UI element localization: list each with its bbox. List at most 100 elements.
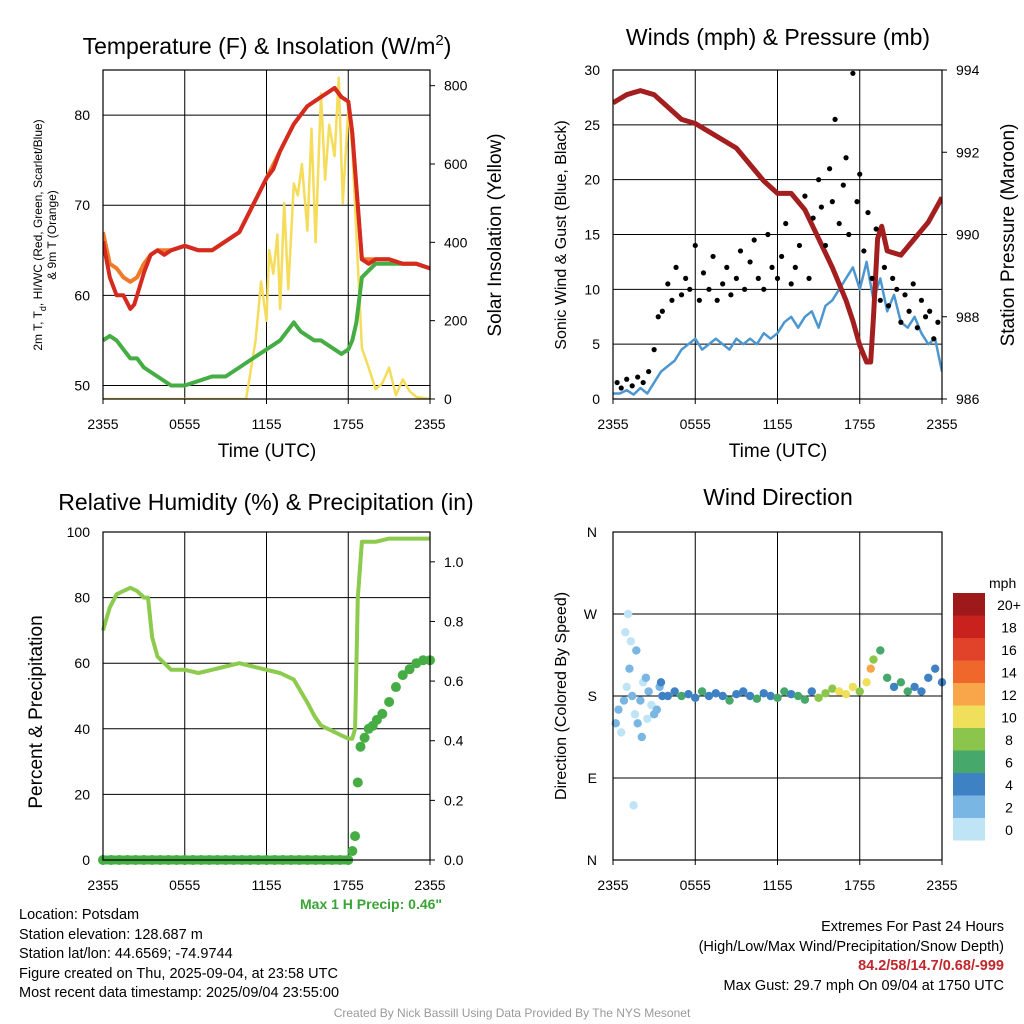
gust-point <box>692 242 698 249</box>
y-tick-label: 25 <box>584 117 600 133</box>
direction-point <box>739 687 748 696</box>
gust-point <box>881 264 888 270</box>
legend-label: 10 <box>1001 710 1017 726</box>
direction-point <box>889 682 899 692</box>
gust-point <box>914 325 920 331</box>
gust-point <box>733 275 739 281</box>
station-info: Location: Potsdam Station elevation: 128… <box>19 906 339 1004</box>
precip-point <box>384 696 395 707</box>
y2-tick-label: 990 <box>956 227 980 243</box>
x-tick-label: 0555 <box>680 877 711 893</box>
plot-frame <box>102 69 431 400</box>
precip-point <box>347 846 358 857</box>
direction-point <box>725 696 734 705</box>
direction-point <box>848 682 858 692</box>
gust-point <box>755 275 761 281</box>
y2-tick-label: 0 <box>444 391 452 407</box>
direction-point <box>670 687 679 696</box>
direction-point <box>910 682 919 692</box>
y-tick-label: 0 <box>82 852 90 868</box>
gust-point <box>865 209 871 216</box>
chart-title: Temperature (F) & Insolation (W/m2) <box>83 32 452 59</box>
legend-swatch <box>953 795 985 818</box>
direction-point <box>611 719 620 728</box>
direction-point <box>759 689 768 698</box>
legend-swatch <box>953 773 985 796</box>
legend-label: 20+ <box>997 597 1021 613</box>
direction-point <box>644 687 653 696</box>
direction-point <box>834 687 844 696</box>
gust-point <box>927 308 933 314</box>
gust-point <box>873 226 879 232</box>
extremes-title: Extremes For Past 24 Hours <box>821 919 1004 935</box>
direction-point <box>732 689 741 699</box>
precip-point <box>404 664 415 675</box>
gust-point <box>673 264 679 270</box>
gust-point <box>869 275 875 281</box>
y2-tick-label: 986 <box>956 391 980 407</box>
gust-point <box>931 336 937 342</box>
max-gust-text: Max Gust: 29.7 mph On 09/04 at 1750 UTC <box>723 977 1004 994</box>
y2-axis-label: Solar Insolation (Yellow) <box>485 133 506 336</box>
x-tick-label: 0555 <box>169 416 200 432</box>
direction-point <box>924 673 933 682</box>
gust-point <box>774 275 781 281</box>
y2-tick-label: 0.2 <box>444 792 464 808</box>
y-tick-label: 0 <box>592 391 600 407</box>
gust-point <box>696 297 702 303</box>
precip-point <box>350 831 361 842</box>
x-tick-label: 2355 <box>87 877 118 893</box>
x-tick-label: 2355 <box>926 877 957 893</box>
legend-label: 4 <box>1005 777 1013 793</box>
gust-point <box>640 379 646 386</box>
direction-point <box>626 637 636 646</box>
y-axis-label: 2m T, Td, HI/WC (Red, Green, Scarlet/Blu… <box>31 119 59 350</box>
gust-point <box>728 292 734 298</box>
gust-point <box>802 193 808 199</box>
y2-tick-label: 1.0 <box>444 554 464 570</box>
direction-point <box>828 684 837 693</box>
legend-label: 8 <box>1005 732 1013 748</box>
y-axis-label: Percent & Precipitation <box>26 615 47 808</box>
y-tick-label: 15 <box>584 227 600 243</box>
gust-point <box>810 215 816 221</box>
gust-point <box>618 385 624 391</box>
legend-title: mph <box>989 575 1016 591</box>
created-text: Figure created on Thu, 2025-09-04, at 23… <box>19 965 338 982</box>
y-tick-label: 20 <box>584 172 600 188</box>
direction-point <box>629 801 638 810</box>
direction-point <box>637 732 646 742</box>
y2-axis-label: Station Pressure (Maroon) <box>998 124 1019 347</box>
gust-point <box>816 177 822 183</box>
gust-point <box>894 286 900 292</box>
series-sonic-wind-line <box>613 260 942 396</box>
direction-point <box>652 705 662 714</box>
gust-point <box>724 264 730 270</box>
x-tick-label: 2355 <box>414 877 445 893</box>
gust-point <box>918 297 925 303</box>
direction-point <box>787 689 796 699</box>
legend-swatch <box>953 728 985 751</box>
gust-point <box>836 220 842 227</box>
y2-tick-label: 800 <box>444 78 468 94</box>
gust-point <box>720 281 726 287</box>
gust-point <box>665 281 671 287</box>
y-tick-label: N <box>587 524 597 540</box>
y2-tick-label: 0.6 <box>444 673 464 689</box>
direction-point <box>841 689 851 699</box>
gust-point <box>646 368 652 375</box>
direction-point <box>718 691 727 701</box>
x-tick-label: 1155 <box>762 877 792 893</box>
extremes-subtitle: (High/Low/Max Wind/Precipitation/Snow De… <box>698 938 1004 955</box>
plot-frame <box>612 69 943 400</box>
direction-point <box>663 691 673 701</box>
gust-point <box>659 308 665 314</box>
direction-point <box>619 696 629 705</box>
y2-tick-label: 200 <box>444 313 468 329</box>
gust-point <box>832 116 838 122</box>
humidity-precip-panel: 2355 0555 1155 1755 2355 0 20 40 60 80 100 0.0 0.2 0.… <box>26 489 474 893</box>
legend-label: 6 <box>1005 755 1013 771</box>
direction-point <box>617 728 626 737</box>
legend-label: 16 <box>1001 642 1017 658</box>
